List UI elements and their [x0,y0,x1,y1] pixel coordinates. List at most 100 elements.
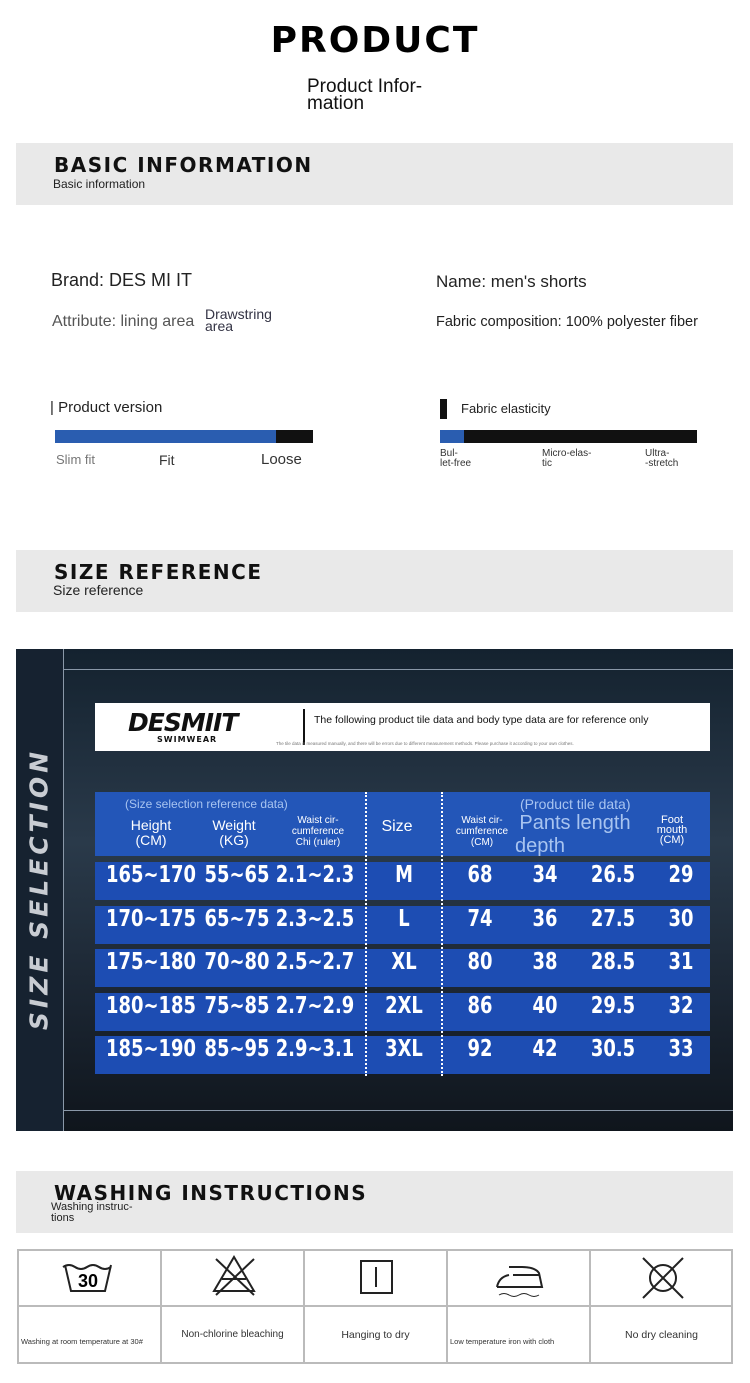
version-bar [55,430,313,443]
table-cell: 180~185 [106,992,196,1019]
banner: SIZE REFERENCE Size reference [16,550,733,612]
elasticity-bar [440,430,697,443]
table-cell: 92 [467,1036,493,1062]
table-row: 175~180 70~80 2.5~2.7 XL 80 38 28.5 31 [95,949,710,987]
table-cell: 3XL [385,1036,423,1062]
table-cell: 2.3~2.5 [275,905,355,932]
brand: Brand: DES MI IT [51,270,193,290]
logo-sub: SWIMWEAR [157,735,218,744]
label-marker [440,399,447,419]
table-cell: 2.5~2.7 [275,949,355,975]
table-cell: 26.5 [590,862,636,888]
table-cell: 42 [532,1036,558,1062]
section-subtitle: Basic information [53,177,146,191]
table-cell: 33 [668,1036,694,1062]
table-cell: 30.5 [590,1036,636,1062]
version-label: | Product version [50,399,163,416]
banner: WASHING INSTRUCTIONS Washing instruc- ti… [16,1171,733,1233]
table-cell: 31 [668,949,694,975]
column-header: Weight (KG) [212,817,256,848]
scale-label: Loose [261,451,302,468]
dotted-divider [365,792,367,1076]
table-header [95,792,710,856]
table-cell: 80 [467,949,493,975]
section-title: WASHING INSTRUCTIONS [54,1181,368,1205]
divider [63,1110,733,1111]
table-cell: 74 [467,905,493,932]
table-cell: 29.5 [590,992,636,1019]
logo: DESMIIT [128,708,238,737]
table-cell: 36 [532,905,558,932]
grid-lines [17,1249,733,1364]
table-cell: 85~95 [204,1036,270,1062]
table-cell: 2.1~2.3 [275,862,355,888]
table-cell: 175~180 [106,949,196,975]
table-cell: 185~190 [106,1036,196,1062]
dotted-divider [441,792,443,1076]
table-cell: 55~65 [204,862,270,888]
table-cell: 70~80 [204,949,270,975]
scale-label: Micro-elas- tic [542,448,592,469]
divider [63,669,733,670]
product-name: Name: men's shorts [436,272,587,291]
side-strip [16,649,63,1131]
note: The following product tile data and body… [314,714,649,726]
scale-label: Fit [159,452,175,468]
section-title: SIZE REFERENCE [54,560,263,584]
divider [303,709,305,745]
column-header: Size [381,818,413,835]
table-cell: 165~170 [106,862,196,888]
table-cell: 170~175 [106,905,196,932]
section-subtitle: Washing instruc- tions [51,1201,133,1224]
table-cell: 2.9~3.1 [275,1036,355,1062]
attribute: Attribute: lining area [52,313,195,330]
column-header: Waist cir- cumference (CM) [455,815,509,848]
table-cell: L [398,905,410,932]
column-header: depth [515,835,566,857]
table-cell: 65~75 [204,905,270,932]
table-cell: M [395,862,413,888]
scale-label: Ultra- -stretch [645,448,679,469]
column-header: Waist cir- cumference Chi (ruler) [291,815,345,848]
table-cell: 32 [668,992,694,1019]
table-cell: 86 [467,992,493,1019]
table-row: 170~175 65~75 2.3~2.5 L 74 36 27.5 30 [95,905,710,944]
table-row: 185~190 85~95 2.9~3.1 3XL 92 42 30.5 33 [95,1036,710,1074]
attribute-value: Drawstring area [205,306,272,334]
size-panel: SIZE SELECTION DESMIIT SWIMWEAR The foll… [16,649,733,1131]
column-header: Foot mouth (CM) [656,814,688,846]
washing-icons: 30 [17,1249,733,1364]
table-cell: 68 [467,862,493,888]
table-cell: 40 [532,992,558,1019]
table-cell: 38 [532,949,558,975]
table-cell: 2.7~2.9 [275,992,355,1019]
wash-label: No dry cleaning [625,1329,698,1341]
fine-print: The tile data is measured manually, and … [276,741,574,746]
scale-label: Slim fit [56,452,95,467]
wash-label: Hanging to dry [341,1329,410,1341]
washing-grid: 30 Washing at room temperature at 30# Non… [17,1249,733,1364]
table-cell: 2XL [385,992,423,1019]
wash-label: Non-chlorine bleaching [181,1329,284,1340]
table-cell: 75~85 [204,992,270,1019]
table-cell: 34 [532,862,558,888]
column-header: Pants length [519,812,631,834]
table-cell: 27.5 [590,905,636,932]
table-row: 180~185 75~85 2.7~2.9 2XL 86 40 29.5 32 [95,992,710,1031]
group-label: (Size selection reference data) [125,797,288,811]
section-title: BASIC INFORMATION [54,153,313,177]
table-cell: 28.5 [590,949,636,975]
column-header: Height (CM) [130,817,172,848]
scale-label: Bul- let-free [440,448,472,469]
fabric: Fabric composition: 100% polyester fiber [436,314,698,330]
wash-label: Low temperature iron with cloth [450,1337,555,1346]
icon-text: 30 [78,1271,98,1291]
page-subtitle: Product Infor- mation [307,76,423,114]
group-label: (Product tile data) [520,796,631,812]
page-title: PRODUCT [270,20,480,61]
elasticity-label: Fabric elasticity [461,401,551,416]
divider [63,649,64,1131]
table-row: 165~170 55~65 2.1~2.3 M 68 34 26.5 29 [95,862,710,900]
